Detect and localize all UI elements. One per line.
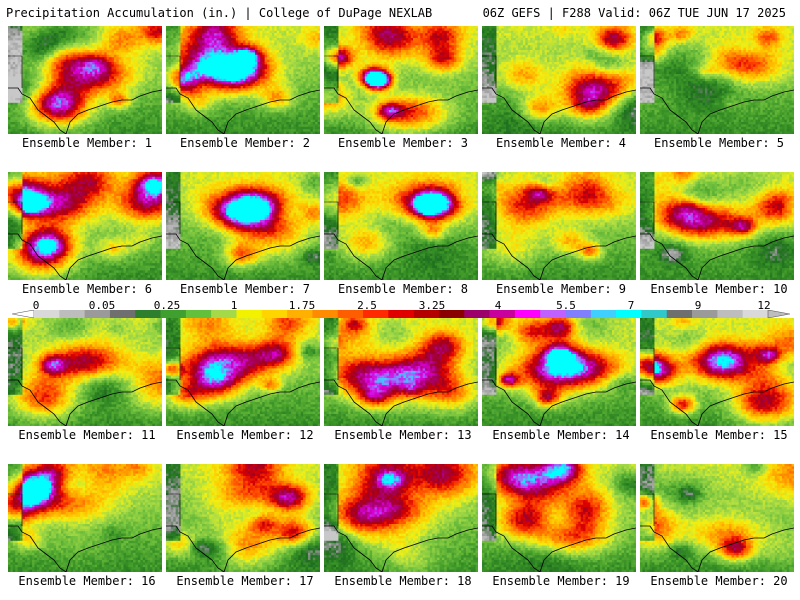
member-label: Ensemble Member: 7: [160, 282, 330, 296]
colorbar-tick-label: 0.05: [89, 299, 116, 312]
ensemble-member-panel: Ensemble Member: 1: [8, 26, 162, 150]
precip-map: [482, 318, 636, 426]
ensemble-member-panel: Ensemble Member: 7: [166, 172, 320, 296]
member-label: Ensemble Member: 14: [476, 428, 646, 442]
member-label: Ensemble Member: 2: [160, 136, 330, 150]
ensemble-member-panel: Ensemble Member: 5: [640, 26, 794, 150]
ensemble-member-panel: Ensemble Member: 6: [8, 172, 162, 296]
colorbar-tick-label: 9: [695, 299, 702, 312]
member-label: Ensemble Member: 10: [634, 282, 800, 296]
ensemble-member-panel: Ensemble Member: 20: [640, 464, 794, 588]
ensemble-member-panel: Ensemble Member: 11: [8, 318, 162, 442]
member-label: Ensemble Member: 9: [476, 282, 646, 296]
precip-map: [324, 26, 478, 134]
member-label: Ensemble Member: 19: [476, 574, 646, 588]
precip-map: [324, 318, 478, 426]
member-label: Ensemble Member: 12: [160, 428, 330, 442]
member-label: Ensemble Member: 1: [2, 136, 172, 150]
ensemble-member-panel: Ensemble Member: 4: [482, 26, 636, 150]
precip-map: [166, 172, 320, 280]
colorbar-tick-label: 1: [231, 299, 238, 312]
precip-map: [640, 318, 794, 426]
member-label: Ensemble Member: 3: [318, 136, 488, 150]
colorbar-tick-label: 7: [628, 299, 635, 312]
colorbar-tick-label: 12: [757, 299, 770, 312]
model-run-info: 06Z GEFS | F288 Valid: 06Z TUE JUN 17 20…: [483, 6, 786, 20]
precip-map: [640, 172, 794, 280]
colorbar-tick-label: 1.75: [289, 299, 316, 312]
precip-map: [482, 172, 636, 280]
ensemble-member-panel: Ensemble Member: 12: [166, 318, 320, 442]
colorbar-tick-label: 3.25: [419, 299, 446, 312]
chart-title: Precipitation Accumulation (in.) | Colle…: [6, 6, 432, 20]
precip-map: [640, 26, 794, 134]
precip-map: [166, 26, 320, 134]
ensemble-member-panel: Ensemble Member: 9: [482, 172, 636, 296]
member-label: Ensemble Member: 16: [2, 574, 172, 588]
colorbar-tick-label: 0: [33, 299, 40, 312]
ensemble-member-panel: Ensemble Member: 13: [324, 318, 478, 442]
member-label: Ensemble Member: 11: [2, 428, 172, 442]
member-label: Ensemble Member: 6: [2, 282, 172, 296]
colorbar-tick-label: 0.25: [154, 299, 181, 312]
member-label: Ensemble Member: 20: [634, 574, 800, 588]
ensemble-member-panel: Ensemble Member: 8: [324, 172, 478, 296]
precip-map: [166, 464, 320, 572]
ensemble-member-panel: Ensemble Member: 19: [482, 464, 636, 588]
precip-map: [8, 26, 162, 134]
precip-map: [482, 26, 636, 134]
member-label: Ensemble Member: 8: [318, 282, 488, 296]
precip-map: [324, 464, 478, 572]
member-label: Ensemble Member: 4: [476, 136, 646, 150]
precip-colorbar: 0 0.05 0.25 1 1.75 2.5 3.25 4 5.5 7 9 12: [12, 299, 790, 318]
member-label: Ensemble Member: 5: [634, 136, 800, 150]
member-label: Ensemble Member: 18: [318, 574, 488, 588]
member-label: Ensemble Member: 13: [318, 428, 488, 442]
member-label: Ensemble Member: 17: [160, 574, 330, 588]
precip-map: [8, 464, 162, 572]
precip-map: [8, 318, 162, 426]
precip-map: [8, 172, 162, 280]
ensemble-member-panel: Ensemble Member: 18: [324, 464, 478, 588]
ensemble-member-panel: Ensemble Member: 16: [8, 464, 162, 588]
precip-map: [640, 464, 794, 572]
precip-map: [324, 172, 478, 280]
ensemble-member-panel: Ensemble Member: 14: [482, 318, 636, 442]
colorbar-tick-label: 5.5: [556, 299, 576, 312]
ensemble-member-panel: Ensemble Member: 17: [166, 464, 320, 588]
colorbar-tick-label: 2.5: [357, 299, 377, 312]
ensemble-member-panel: Ensemble Member: 2: [166, 26, 320, 150]
colorbar-scale: [12, 310, 790, 318]
ensemble-member-panel: Ensemble Member: 15: [640, 318, 794, 442]
precip-map: [482, 464, 636, 572]
colorbar-tick-label: 4: [495, 299, 502, 312]
precip-map: [166, 318, 320, 426]
ensemble-member-panel: Ensemble Member: 3: [324, 26, 478, 150]
ensemble-member-panel: Ensemble Member: 10: [640, 172, 794, 296]
member-label: Ensemble Member: 15: [634, 428, 800, 442]
